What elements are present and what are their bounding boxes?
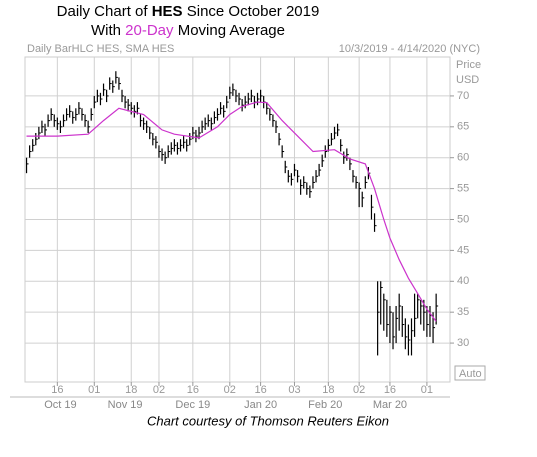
auto-box — [454, 365, 486, 381]
x-tick-label: 03 — [288, 384, 300, 396]
x-tick-label: 16 — [384, 384, 396, 396]
subtitle-part: 20-Day — [125, 22, 174, 39]
auto-label: Auto — [459, 368, 482, 380]
y-tick-label: 45 — [457, 244, 469, 256]
chart-subtitle: With 20-Day Moving Average — [91, 22, 285, 39]
x-tick-label: 01 — [88, 384, 100, 396]
axis-label: USD — [456, 74, 479, 86]
caption: Chart courtesy of Thomson Reuters Eikon — [147, 413, 389, 428]
y-tick-label: 55 — [457, 183, 469, 195]
month-label: Dec 19 — [175, 399, 210, 411]
x-tick-label: 02 — [353, 384, 365, 396]
x-tick-label: 18 — [322, 384, 334, 396]
y-tick-label: 35 — [457, 306, 469, 318]
subtitle-part: With — [91, 22, 125, 39]
x-tick-label: 16 — [51, 384, 63, 396]
y-tick-label: 40 — [457, 275, 469, 287]
header-right: 10/3/2019 - 4/14/2020 (NYC) — [339, 43, 480, 55]
x-tick-label: 16 — [187, 384, 199, 396]
axis-label: Price — [456, 59, 481, 71]
month-label: Mar 20 — [373, 399, 407, 411]
title-part: Since October 2019 — [183, 3, 320, 20]
x-tick-label: 02 — [153, 384, 165, 396]
subtitle-part: Moving Average — [174, 22, 285, 39]
x-tick-label: 18 — [125, 384, 137, 396]
x-tick-label: 02 — [224, 384, 236, 396]
title-part: Daily Chart of — [57, 3, 152, 20]
y-tick-label: 60 — [457, 152, 469, 164]
y-tick-label: 70 — [457, 90, 469, 102]
month-label: Feb 20 — [308, 399, 342, 411]
y-tick-label: 65 — [457, 121, 469, 133]
y-tick-label: 50 — [457, 213, 469, 225]
month-label: Jan 20 — [244, 399, 277, 411]
month-label: Nov 19 — [108, 399, 143, 411]
moving-average — [26, 101, 437, 322]
x-tick-label: 16 — [254, 384, 266, 396]
x-tick-label: 01 — [421, 384, 433, 396]
month-label: Oct 19 — [44, 399, 76, 411]
chart-title: Daily Chart of HES Since October 2019 — [57, 3, 320, 20]
y-tick-label: 30 — [457, 337, 469, 349]
title-part: HES — [152, 3, 183, 20]
header-left: Daily BarHLC HES, SMA HES — [27, 43, 174, 55]
